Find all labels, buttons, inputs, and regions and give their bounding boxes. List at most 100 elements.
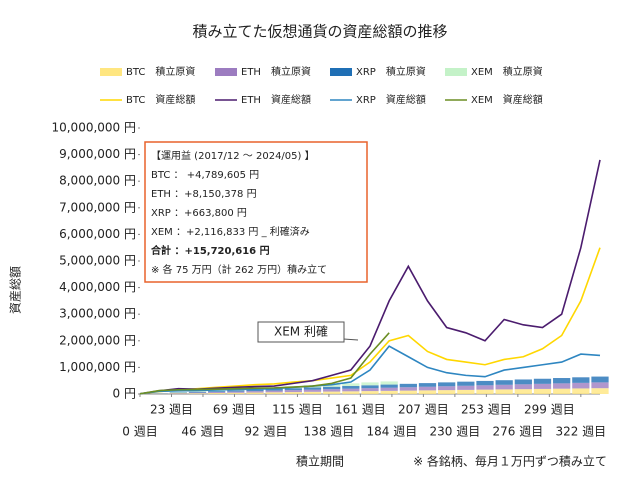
- annotation-line: XRP ：+663,800 円: [151, 208, 247, 219]
- legend-label: XRP 資産総額: [356, 93, 426, 106]
- cost-bar: [189, 393, 206, 394]
- cost-bar: [342, 383, 359, 386]
- cost-bar: [381, 391, 398, 394]
- cost-bar: [227, 390, 244, 391]
- cost-bar: [476, 390, 493, 394]
- y-tick-label: 0 円: [113, 387, 136, 401]
- cost-bar: [515, 389, 532, 394]
- cost-bar: [515, 379, 532, 384]
- cost-bar: [400, 391, 417, 394]
- annotation-line: XEM ：+2,116,833 円 _ 利確済み: [151, 225, 310, 238]
- legend-label: BTC 積立原資: [126, 65, 195, 78]
- x-tick-label: 161 週目: [335, 403, 386, 417]
- cost-bar: [266, 391, 283, 393]
- cost-bar: [534, 384, 551, 389]
- cost-bar: [246, 391, 263, 392]
- x-tick-label: 46 週目: [181, 425, 224, 439]
- chart-title: 積み立てた仮想通貨の資産総額の推移: [192, 23, 447, 41]
- cost-bar: [438, 386, 455, 390]
- x-tick-label: 299 週目: [524, 403, 575, 417]
- y-tick-label: 5,000,000 円: [59, 254, 136, 268]
- cost-bar: [304, 387, 321, 389]
- cost-bar: [381, 381, 398, 384]
- x-tick-label: 253 週目: [461, 403, 512, 417]
- callout-label: XEM 利確: [274, 324, 328, 339]
- cost-bar: [572, 383, 589, 389]
- x-tick-label: 230 週目: [430, 425, 481, 439]
- cost-bar: [323, 389, 340, 391]
- annotation-line: BTC ： +4,789,605 円: [151, 170, 259, 181]
- cost-bar: [246, 393, 263, 394]
- legend-swatch: [100, 68, 122, 76]
- cost-bar: [189, 392, 206, 393]
- cost-bar: [266, 392, 283, 394]
- legend-label: XRP 積立原資: [356, 65, 426, 78]
- y-tick-label: 2,000,000 円: [59, 333, 136, 347]
- cost-bar: [457, 386, 474, 390]
- cost-bar: [419, 387, 436, 391]
- x-tick-label: 138 週目: [304, 425, 355, 439]
- cost-bar: [496, 380, 513, 385]
- cost-bar: [342, 386, 359, 389]
- y-tick-label: 7,000,000 円: [59, 200, 136, 214]
- x-tick-label: 23 週目: [150, 403, 193, 417]
- cost-bar: [361, 391, 378, 394]
- x-tick-label: 0 週目: [122, 425, 157, 439]
- cost-bar: [400, 387, 417, 390]
- y-tick-label: 3,000,000 円: [59, 307, 136, 321]
- annotation-line: ※ 各 75 万円（計 262 万円）積み立て: [151, 263, 327, 276]
- legend-label: XEM 資産総額: [471, 93, 543, 106]
- cost-bar: [553, 389, 570, 394]
- cost-bar: [515, 384, 532, 389]
- cost-bar: [208, 392, 225, 393]
- x-axis-label: 積立期間: [296, 454, 344, 469]
- cost-bar: [591, 382, 608, 388]
- cost-bar: [572, 388, 589, 394]
- cost-bar: [342, 389, 359, 392]
- note: ※ 各銘柄、毎月１万円ずつ積み立て: [413, 454, 607, 469]
- cost-bar: [457, 390, 474, 394]
- cost-bar: [419, 390, 436, 394]
- cost-bar: [572, 377, 589, 383]
- cost-bar: [534, 389, 551, 394]
- legend-swatch: [330, 68, 352, 76]
- cost-bar: [361, 388, 378, 391]
- cost-bar: [534, 379, 551, 384]
- cost-bar: [553, 378, 570, 383]
- cost-bar: [208, 391, 225, 392]
- cost-bar: [457, 382, 474, 386]
- cost-bar: [476, 381, 493, 385]
- x-tick-label: 184 週目: [367, 425, 418, 439]
- annotation-line: ETH ：+8,150,378 円: [151, 189, 257, 200]
- y-axis-label: 資産総額: [8, 266, 23, 314]
- cost-bar: [323, 392, 340, 394]
- y-tick-label: 1,000,000 円: [59, 360, 136, 374]
- x-tick-label: 115 週目: [272, 403, 323, 417]
- x-tick-label: 322 週目: [555, 425, 606, 439]
- cost-bar: [438, 382, 455, 386]
- legend-label: ETH 積立原資: [241, 65, 311, 78]
- cost-bar: [419, 383, 436, 387]
- cost-bar: [496, 385, 513, 390]
- y-tick-label: 9,000,000 円: [59, 147, 136, 161]
- cost-bar: [438, 390, 455, 394]
- cost-bar: [476, 385, 493, 389]
- x-tick-label: 207 週目: [398, 403, 449, 417]
- cost-bar: [591, 377, 608, 383]
- y-tick-label: 10,000,000 円: [51, 121, 136, 135]
- cost-bar: [304, 392, 321, 394]
- cost-bar: [496, 389, 513, 394]
- annotation-line: 【運用益 (2017/12 ～ 2024/05) 】: [151, 149, 315, 162]
- legend-label: XEM 積立原資: [471, 65, 543, 78]
- y-tick-label: 4,000,000 円: [59, 280, 136, 294]
- cost-bar: [189, 393, 206, 394]
- legend-swatch: [215, 68, 237, 76]
- cost-bar: [381, 385, 398, 388]
- cost-bar: [361, 385, 378, 388]
- cost-bar: [591, 388, 608, 394]
- cost-bar: [285, 392, 302, 394]
- cost-bar: [400, 384, 417, 387]
- y-tick-label: 6,000,000 円: [59, 227, 136, 241]
- cost-bar: [227, 393, 244, 394]
